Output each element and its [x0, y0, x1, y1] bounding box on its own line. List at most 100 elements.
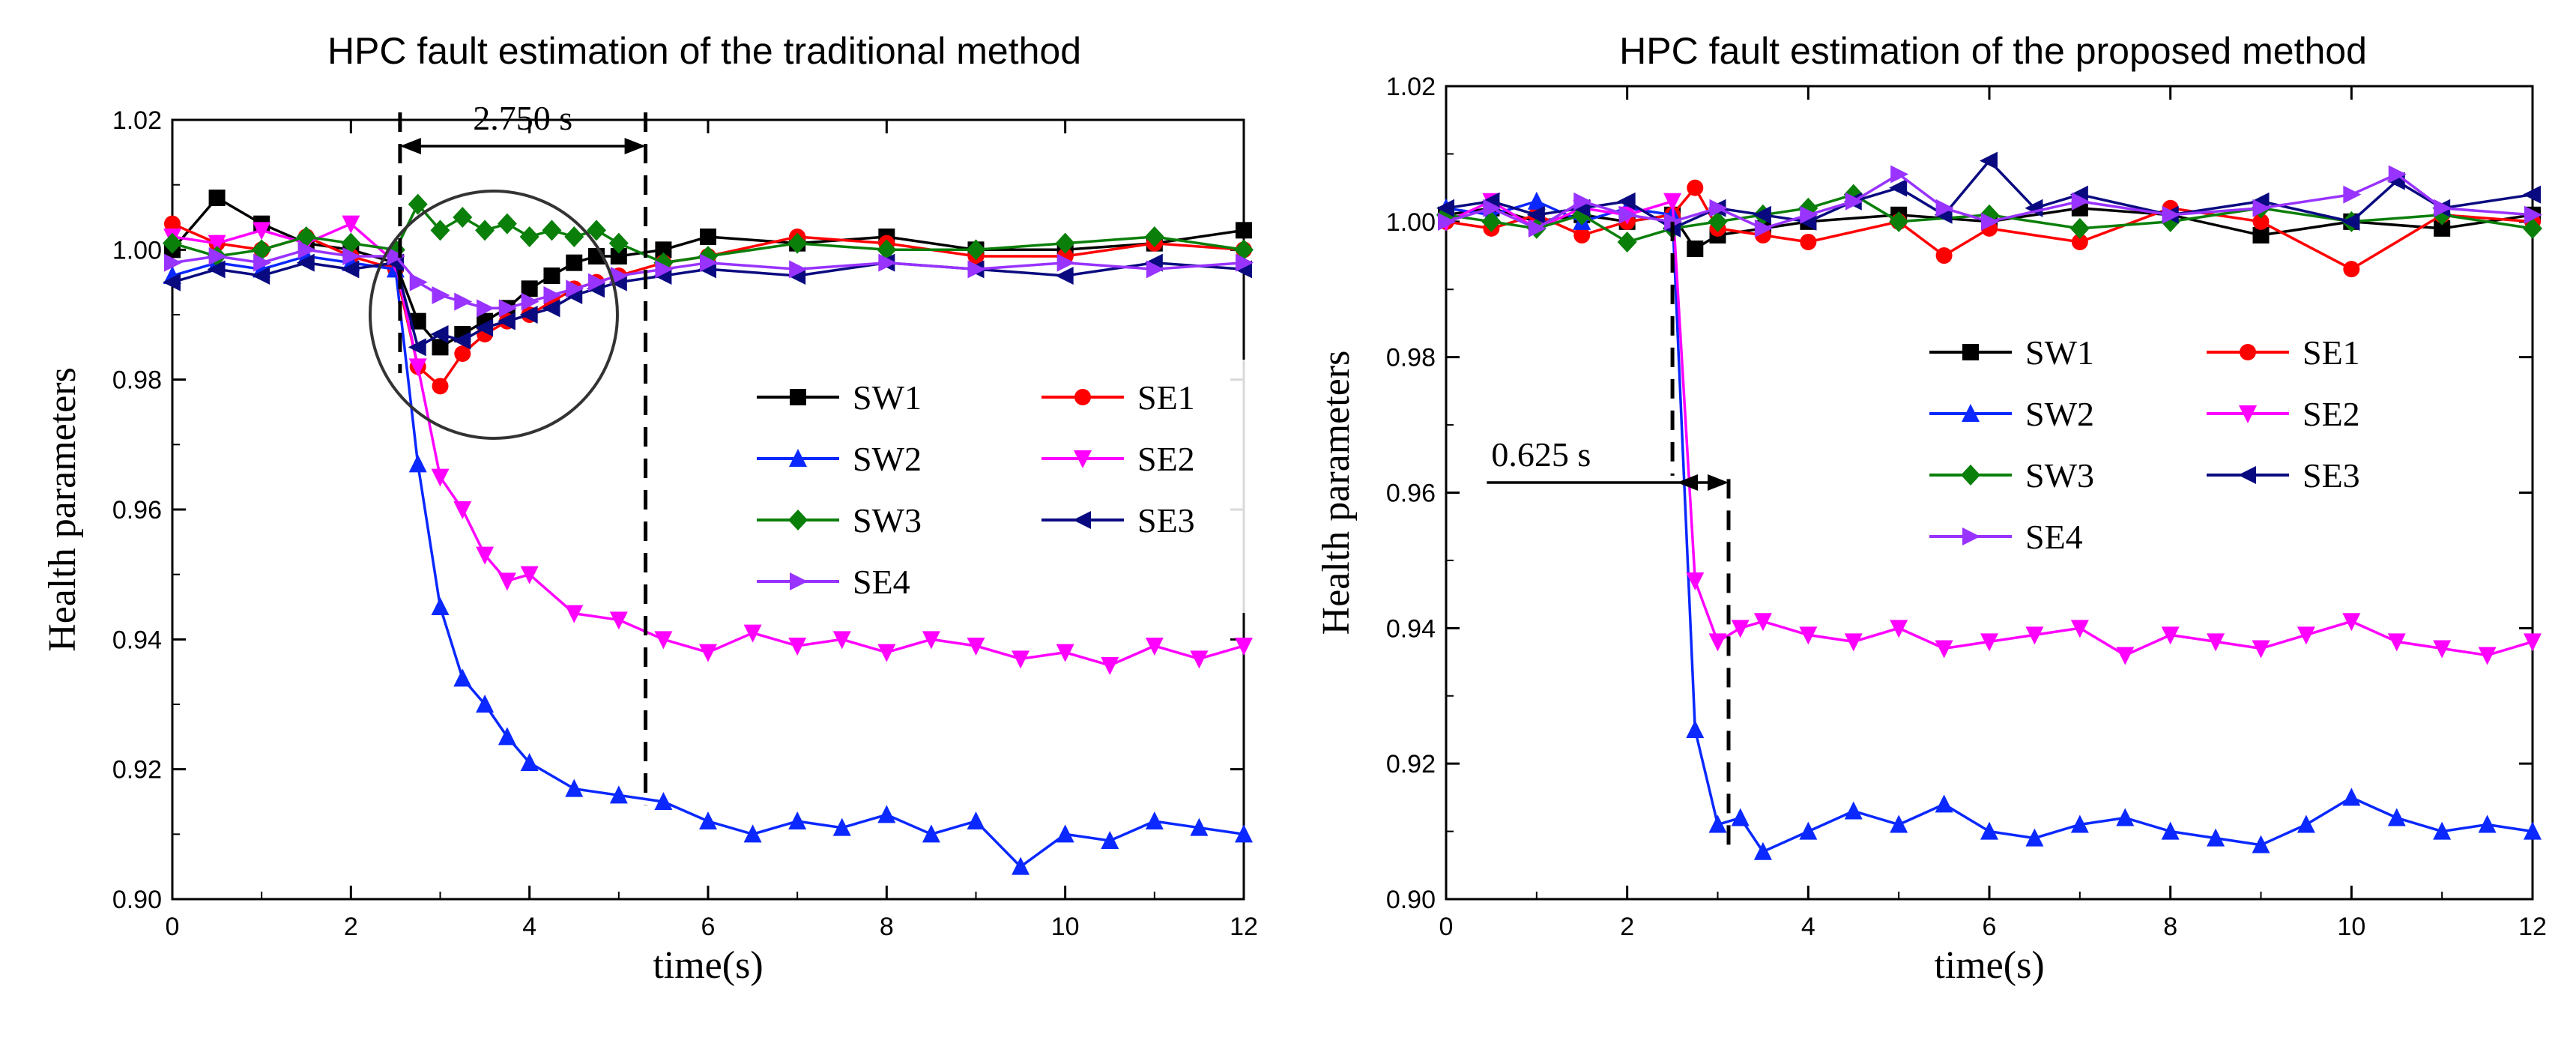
data-point — [2161, 821, 2180, 840]
data-point — [1573, 192, 1592, 211]
data-point — [252, 267, 270, 285]
data-point — [430, 325, 449, 343]
legend-label: SE3 — [1137, 501, 1195, 539]
data-point — [610, 267, 629, 285]
data-point — [2433, 821, 2452, 840]
data-point — [164, 253, 182, 272]
data-point — [476, 546, 495, 565]
data-point — [2342, 613, 2361, 632]
data-point — [1844, 633, 1863, 652]
data-point — [967, 638, 985, 656]
data-point — [2524, 821, 2542, 840]
annotation-label: 2.750 s — [473, 99, 572, 137]
data-point — [477, 299, 495, 318]
data-point — [2207, 828, 2225, 847]
series-se2 — [163, 215, 1253, 675]
legend-label: SE1 — [2303, 333, 2360, 372]
data-point — [453, 207, 473, 228]
data-point — [408, 338, 426, 357]
data-point — [453, 331, 471, 350]
legend-item-se2: SE2 — [2207, 395, 2360, 433]
legend-marker-icon — [1962, 404, 1980, 422]
data-point — [788, 811, 807, 829]
series-se4 — [164, 241, 1254, 318]
data-point — [519, 306, 538, 324]
x-tick-label: 6 — [701, 913, 716, 941]
data-point — [1935, 247, 1953, 264]
data-point — [789, 260, 808, 279]
y-tick-label: 0.94 — [1386, 614, 1436, 643]
legend-marker-icon — [1073, 511, 1091, 529]
data-point — [1799, 821, 1818, 840]
legend-item-sw1: SW1 — [757, 378, 922, 417]
data-point — [1890, 165, 1909, 184]
chart-panel-traditional: HPC fault estimation of the traditional … — [41, 30, 1319, 987]
data-point — [2342, 787, 2361, 806]
data-point — [2252, 226, 2270, 244]
data-point — [453, 668, 472, 687]
legend-label: SW1 — [2025, 333, 2094, 372]
data-point — [2161, 626, 2180, 645]
data-point — [498, 299, 517, 318]
data-point — [1687, 241, 1704, 257]
data-point — [543, 286, 562, 304]
data-point — [1844, 801, 1863, 820]
data-point — [2069, 217, 2090, 239]
data-point — [1618, 205, 1637, 224]
data-point — [609, 611, 628, 630]
data-point — [208, 235, 226, 253]
data-point — [654, 631, 673, 650]
legend-item-se2: SE2 — [1041, 440, 1195, 478]
data-point — [1146, 260, 1164, 279]
data-point — [342, 215, 360, 234]
data-point — [1981, 212, 1999, 231]
data-point — [498, 727, 516, 746]
data-point — [877, 805, 896, 823]
data-point — [296, 226, 316, 247]
data-point — [453, 501, 472, 519]
data-point — [387, 247, 405, 265]
data-point — [588, 273, 607, 291]
data-point — [454, 345, 471, 362]
arrowhead-left-icon — [399, 138, 421, 154]
legend-item-sw2: SW2 — [757, 440, 922, 478]
data-point — [2343, 261, 2360, 278]
data-point — [1800, 205, 1818, 224]
data-point — [2025, 828, 2044, 847]
x-tick-label: 8 — [880, 913, 894, 941]
chart-title: HPC fault estimation of the proposed met… — [1619, 30, 2367, 72]
data-point — [922, 631, 940, 650]
data-point — [542, 299, 560, 318]
data-point — [587, 220, 607, 241]
arrowhead-left-icon — [1677, 474, 1699, 491]
data-point — [2387, 633, 2406, 652]
data-point — [1753, 613, 1772, 632]
y-axis-label: Health parameters — [41, 367, 84, 652]
legend-item-sw3: SW3 — [1929, 456, 2094, 495]
data-point — [1012, 856, 1030, 875]
data-point — [409, 312, 426, 330]
legend-marker-icon — [1961, 465, 1980, 486]
data-point — [2478, 814, 2497, 833]
data-point — [163, 273, 181, 291]
data-point — [1731, 808, 1750, 826]
data-point — [609, 785, 628, 804]
legend-label: SW2 — [853, 440, 922, 478]
data-point — [207, 260, 226, 279]
data-point — [1528, 219, 1546, 238]
data-point — [1617, 192, 1636, 211]
data-point — [2252, 213, 2270, 230]
legend-marker-icon — [2240, 344, 2256, 360]
data-point — [1980, 821, 1998, 840]
x-tick-label: 0 — [166, 913, 180, 941]
data-point — [1935, 640, 1953, 659]
data-point — [253, 222, 271, 241]
legend-marker-icon — [1074, 450, 1092, 468]
legend-item-se4: SE4 — [1929, 518, 2083, 556]
legend-label: SE1 — [1137, 378, 1195, 417]
data-point — [2434, 199, 2452, 217]
data-point — [1980, 633, 1998, 652]
data-point — [608, 232, 629, 254]
legend-label: SE2 — [2303, 395, 2360, 433]
data-point — [788, 638, 807, 656]
